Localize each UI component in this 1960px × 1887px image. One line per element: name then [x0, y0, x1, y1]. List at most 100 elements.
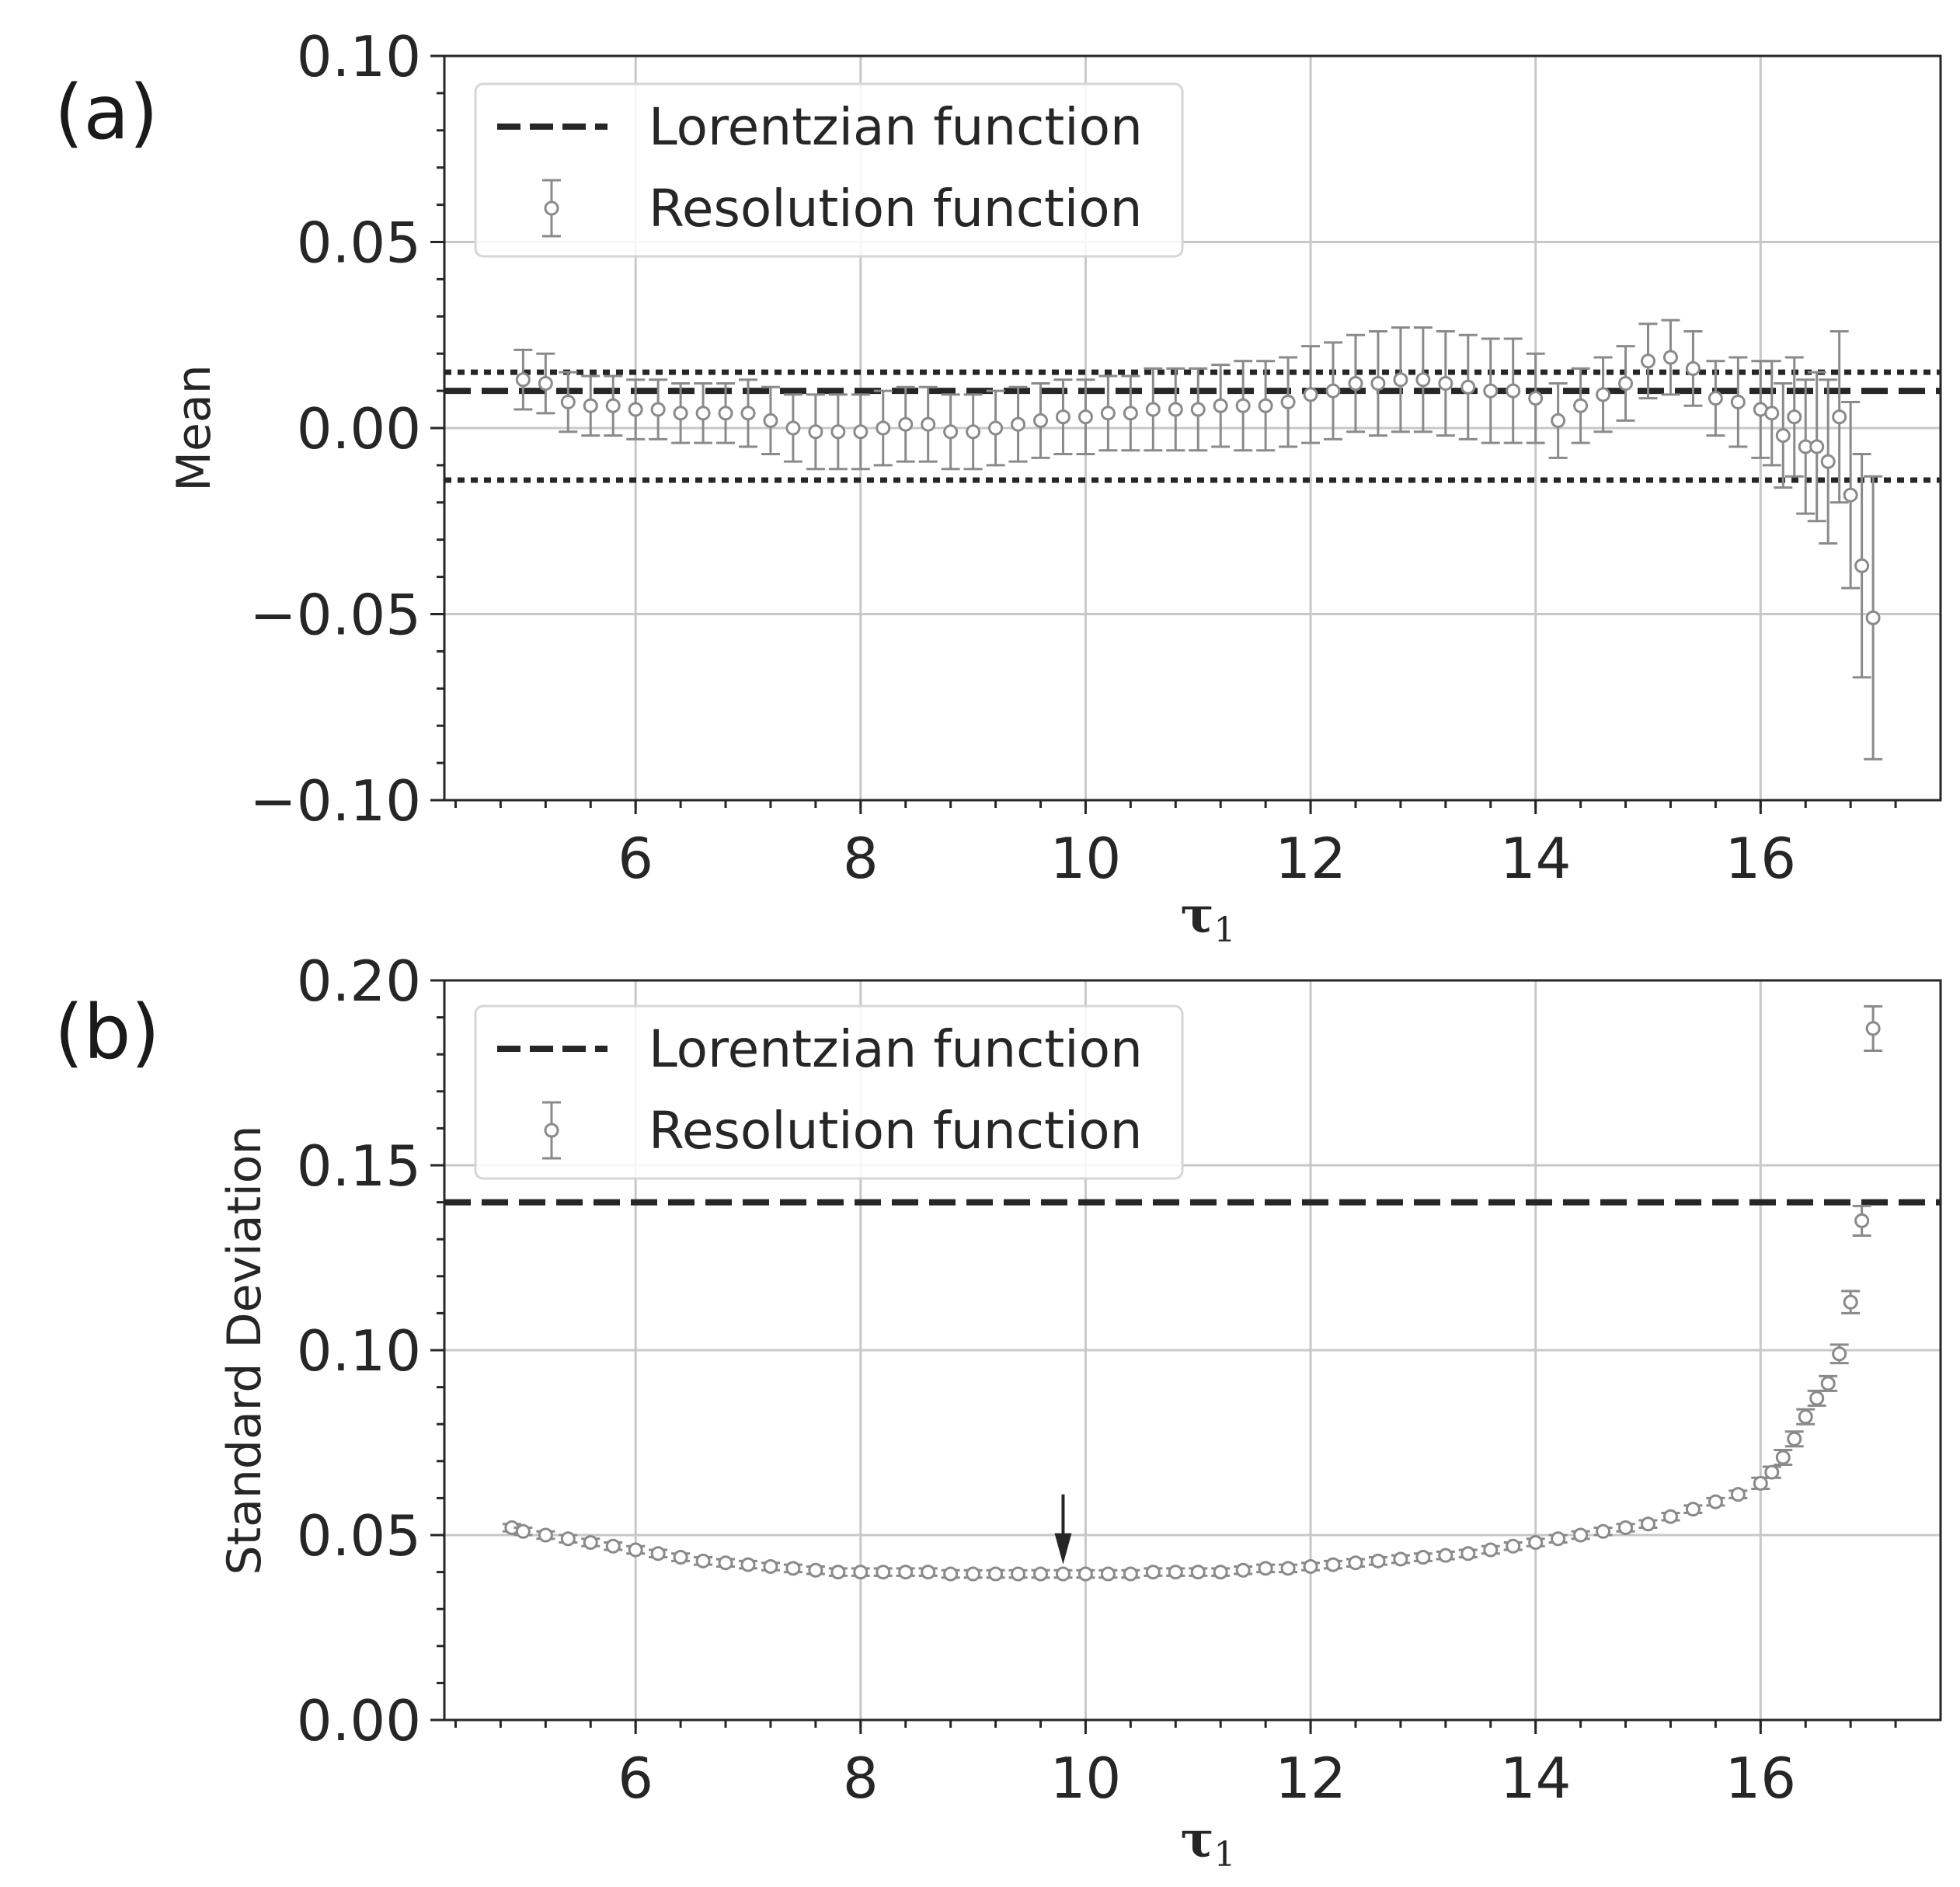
- data-point: [898, 416, 914, 432]
- data-point: [1033, 1566, 1049, 1582]
- data-point: [718, 406, 733, 421]
- data-point: [1370, 376, 1386, 392]
- data-point: [1235, 398, 1251, 413]
- data-point: [1618, 1520, 1634, 1535]
- data-point: [1011, 416, 1026, 432]
- data-point: [605, 398, 621, 413]
- data-point: [1573, 1527, 1589, 1543]
- data-point: [876, 420, 891, 436]
- data-point: [853, 424, 869, 440]
- data-point: [830, 1565, 846, 1580]
- legend-label: Lorentzian function: [649, 97, 1143, 157]
- data-point: [740, 406, 756, 421]
- data-point: [1640, 353, 1655, 369]
- legend-label: Lorentzian function: [649, 1019, 1143, 1079]
- data-point: [1854, 558, 1870, 573]
- data-point: [1506, 1538, 1521, 1554]
- data-point: [876, 1565, 891, 1580]
- x-tick-label: 14: [1500, 1746, 1572, 1811]
- data-point: [1764, 1464, 1780, 1480]
- data-point: [1865, 1021, 1881, 1036]
- data-point: [740, 1557, 756, 1572]
- data-point: [1055, 1566, 1071, 1582]
- x-tick-label: 14: [1500, 826, 1572, 891]
- y-tick-label: 0.05: [297, 211, 421, 276]
- data-point: [538, 376, 553, 392]
- data-point: [830, 424, 846, 440]
- data-point: [1820, 1376, 1836, 1391]
- data-point: [1415, 372, 1431, 388]
- legend-label: Resolution function: [649, 1101, 1142, 1161]
- data-point: [1348, 376, 1363, 392]
- legend-marker-icon: [544, 200, 559, 216]
- legend-marker-icon: [544, 1123, 559, 1138]
- data-point: [515, 1523, 531, 1539]
- data-point: [1596, 387, 1611, 402]
- data-point: [538, 1527, 553, 1543]
- x-axis-label: τ1: [1180, 886, 1235, 950]
- data-point: [1123, 1566, 1138, 1582]
- data-point: [515, 372, 531, 388]
- data-point: [1348, 1555, 1363, 1571]
- data-point: [583, 398, 598, 413]
- data-point: [966, 1566, 981, 1582]
- data-point: [1685, 360, 1701, 376]
- x-tick-label: 6: [618, 1746, 653, 1811]
- data-point: [988, 420, 1004, 436]
- x-tick-label: 8: [843, 1746, 879, 1811]
- data-point: [1640, 1516, 1655, 1532]
- data-point: [1033, 413, 1049, 428]
- data-point: [1708, 391, 1723, 406]
- data-point: [1832, 1346, 1847, 1362]
- data-point: [1258, 398, 1273, 413]
- data-point: [921, 416, 936, 432]
- data-point: [605, 1538, 621, 1554]
- panel-b: 6 8 10 12 14 16 0.20 0.15 0.10 0.05 0.00 Standard D…: [54, 949, 1942, 1875]
- data-point: [1190, 402, 1206, 417]
- data-point: [1483, 383, 1499, 399]
- data-point: [1168, 402, 1183, 417]
- x-axis-label-symbol: τ: [1180, 1811, 1213, 1869]
- data-point: [785, 1561, 801, 1576]
- data-point: [1730, 394, 1746, 409]
- panel-label: (a): [54, 69, 158, 156]
- data-point: [628, 1542, 643, 1558]
- x-tick-label: 16: [1725, 1746, 1796, 1811]
- x-tick-label: 10: [1050, 826, 1122, 891]
- x-tick-label: 12: [1275, 826, 1346, 891]
- data-point: [1506, 383, 1521, 399]
- data-point: [1832, 409, 1847, 425]
- data-point: [628, 402, 643, 417]
- data-point: [763, 413, 778, 428]
- data-point: [1809, 439, 1825, 454]
- data-point: [695, 406, 711, 421]
- data-point: [583, 1535, 598, 1551]
- data-point: [1798, 1409, 1813, 1425]
- data-point: [1213, 1565, 1228, 1580]
- y-tick-label: 0.00: [297, 1688, 421, 1753]
- data-point: [1854, 1213, 1870, 1228]
- data-point: [1551, 413, 1566, 428]
- data-point: [1393, 372, 1408, 388]
- x-axis-label: τ1: [1180, 1811, 1235, 1875]
- x-tick-label: 6: [618, 826, 653, 891]
- data-point: [1843, 487, 1858, 503]
- data-point: [1662, 350, 1678, 365]
- data-point: [943, 1566, 959, 1582]
- x-axis-label-symbol: τ: [1180, 886, 1213, 945]
- data-point: [650, 1546, 666, 1561]
- data-point: [1460, 1546, 1476, 1561]
- data-point: [1280, 394, 1296, 409]
- data-point: [1753, 1475, 1768, 1491]
- data-point: [1100, 1566, 1116, 1582]
- data-point: [853, 1565, 869, 1580]
- data-point: [1415, 1550, 1431, 1565]
- data-point: [1123, 406, 1138, 421]
- data-point: [1865, 610, 1881, 625]
- data-point: [1596, 1523, 1611, 1539]
- data-point: [1843, 1294, 1858, 1310]
- y-tick-label: 0.10: [297, 24, 421, 89]
- y-tick-label: 0.15: [297, 1133, 421, 1199]
- x-tick-label: 10: [1050, 1746, 1122, 1811]
